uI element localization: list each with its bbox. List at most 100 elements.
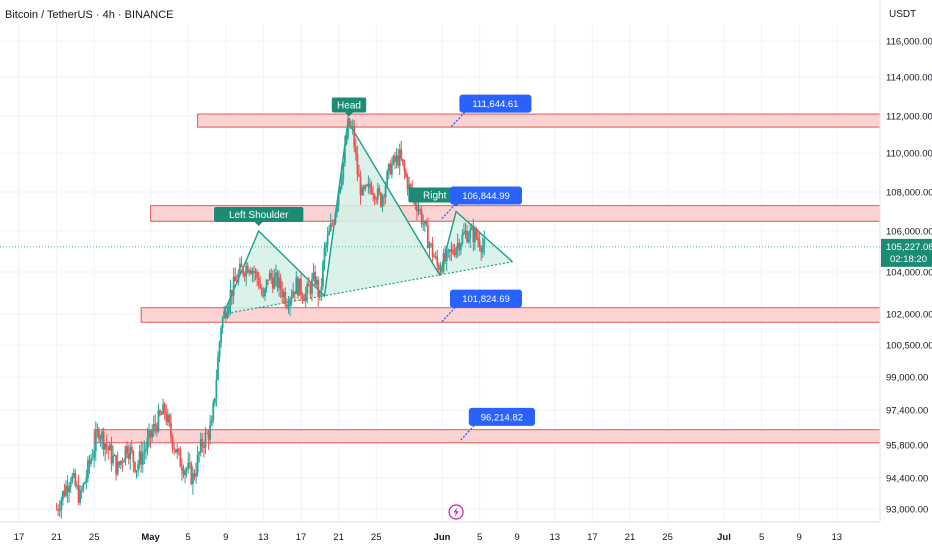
x-tick-label: 13 <box>832 532 843 543</box>
candle-body <box>433 256 436 258</box>
candle-body <box>452 249 454 253</box>
candle-body <box>417 209 420 212</box>
candle-body <box>264 288 266 297</box>
candle-body <box>55 509 58 510</box>
candle-body <box>93 451 96 458</box>
candle-body <box>146 437 149 450</box>
candle-body <box>113 455 116 457</box>
x-tick-label: 17 <box>296 532 307 543</box>
callout-text: 106,844.99 <box>462 191 510 202</box>
x-tick-label: 9 <box>797 532 802 543</box>
candle-body <box>303 298 306 302</box>
x-tick-label: 13 <box>258 532 269 543</box>
candle-body <box>185 469 188 471</box>
candle-body <box>65 485 67 496</box>
candle-body <box>155 426 158 432</box>
candle-body <box>121 460 124 463</box>
candle-body <box>102 431 105 450</box>
candle-body <box>253 270 255 273</box>
candle-body <box>166 415 169 422</box>
candle-body <box>204 432 207 448</box>
candle-body <box>246 265 249 273</box>
candle-body <box>386 171 389 186</box>
candle-body <box>221 317 224 328</box>
neckline <box>223 261 513 315</box>
label-head-pointer <box>345 112 353 117</box>
candle-body <box>376 188 379 200</box>
candle-body <box>336 204 338 213</box>
y-tick-label: 102,000.00 <box>886 310 932 321</box>
candle-body <box>267 279 269 281</box>
candle-body <box>328 230 331 236</box>
candle-body <box>87 460 89 478</box>
candle-body <box>295 277 298 294</box>
candle-body <box>217 357 219 380</box>
candle-body <box>461 234 464 244</box>
candle-body <box>108 444 111 451</box>
y-tick-label: 116,000.00 <box>886 37 932 48</box>
candle-body <box>162 403 165 415</box>
candle-body <box>323 247 326 263</box>
candle-body <box>408 184 410 190</box>
candle-body <box>249 270 252 274</box>
label-left-shoulder: Left Shoulder <box>229 210 289 221</box>
candle-body <box>74 473 77 486</box>
candle-body <box>80 490 83 492</box>
label-left-shoulder-pointer <box>254 222 263 226</box>
candle-body <box>447 249 450 251</box>
candle-body <box>265 279 268 289</box>
candle-body <box>168 415 171 424</box>
candle-body <box>196 454 199 474</box>
candle-body <box>464 230 467 233</box>
candle-body <box>207 432 210 440</box>
callout-box <box>459 94 532 113</box>
candle-body <box>174 449 177 453</box>
currency-label[interactable]: USDT <box>889 9 917 20</box>
candle-body <box>119 460 122 465</box>
candle-body <box>296 277 299 296</box>
label-head-bg <box>331 97 367 113</box>
candle-body <box>390 163 393 175</box>
x-tick-label: 13 <box>550 532 561 543</box>
candle-body <box>398 149 401 166</box>
candle-body <box>259 285 262 289</box>
candle-body <box>367 183 370 186</box>
current-price-tag[interactable] <box>881 238 932 267</box>
candle-body <box>192 473 194 485</box>
candle-body <box>483 239 486 246</box>
candle-body <box>416 204 418 212</box>
y-tick-label: 106,000.00 <box>886 227 932 238</box>
candle-body <box>254 271 257 273</box>
y-tick-label: 104,000.00 <box>886 268 932 279</box>
candle-body <box>116 461 119 475</box>
x-tick-label: 21 <box>51 532 62 543</box>
candle-body <box>315 279 318 285</box>
candle-body <box>68 487 71 493</box>
candle-body <box>450 249 453 252</box>
candle-body <box>445 250 448 262</box>
candle-body <box>333 223 335 225</box>
candle-body <box>60 499 63 511</box>
candle-body <box>213 398 216 403</box>
candle-body <box>229 289 232 307</box>
candle-body <box>179 450 182 467</box>
candle-body <box>160 414 163 416</box>
candle-body <box>383 196 385 198</box>
candle-body <box>273 276 276 289</box>
candle-body <box>154 424 157 427</box>
candle-body <box>351 125 354 127</box>
candle-body <box>232 276 235 296</box>
candle-body <box>58 510 61 512</box>
candle-body <box>423 220 426 224</box>
candle-body <box>91 457 94 460</box>
candle-body <box>187 462 190 470</box>
candle-body <box>237 273 240 283</box>
candle-body <box>354 146 357 154</box>
candle-body <box>403 162 406 172</box>
candle-body <box>419 209 421 211</box>
support-zone-mid <box>140 307 881 323</box>
x-tick-label: 21 <box>625 532 636 543</box>
candle-body <box>469 229 472 239</box>
candle-body <box>226 312 229 319</box>
